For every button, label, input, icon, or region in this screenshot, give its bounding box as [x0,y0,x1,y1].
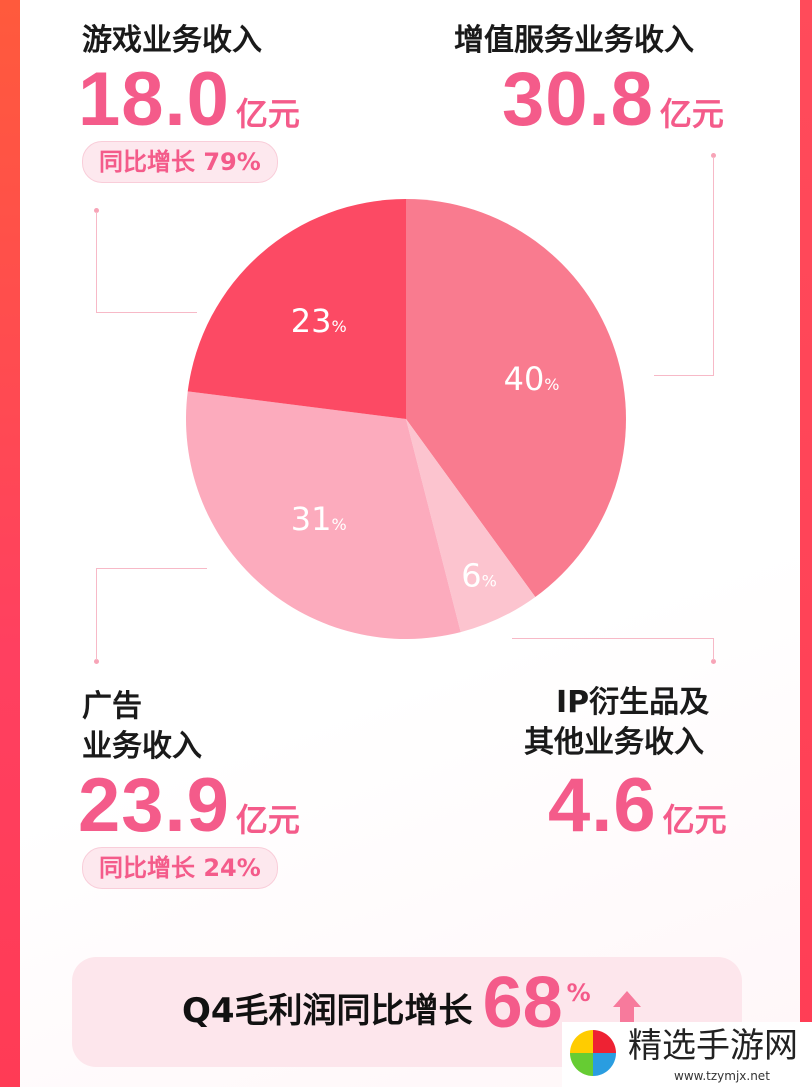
leader-line-vas [654,157,714,376]
ads-unit: 亿元 [235,802,300,838]
gross-profit-pct-sign: % [566,979,591,1007]
watermark-url: www.tzymjx.net [674,1069,770,1083]
pie-slice-label-3: 23% [291,302,347,340]
ads-yoy-badge: 同比增长 24% [82,847,278,889]
pie-slice-label-1: 6% [461,556,497,594]
ads-label-1: 广告 [82,689,142,724]
game-yoy-badge: 同比增长 79% [82,141,278,183]
vas-value-num: 30.8 [502,57,654,142]
ip-label-1: IP衍生品及 [556,685,710,720]
watermark: 精选手游网 www.tzymjx.net [562,1022,812,1087]
game-label: 游戏业务收入 [82,23,262,58]
pie-slice-label-2: 31% [291,500,347,538]
ip-value-num: 4.6 [548,763,657,848]
ads-value-num: 23.9 [78,763,230,848]
gross-profit-text: Q4毛利润同比增长 [182,991,473,1031]
game-unit: 亿元 [235,96,300,132]
ip-unit: 亿元 [662,802,727,838]
leader-dot-vas [711,153,716,158]
vas-label: 增值服务业务收入 [454,23,694,58]
vas-value: 30.8 亿元 [502,60,724,161]
leader-dot-game [94,208,99,213]
left-border [0,0,20,1087]
pie-slice-label-0: 40% [504,360,560,398]
gross-profit-banner: Q4毛利润同比增长 68 % [72,957,742,1067]
watermark-name: 精选手游网 [628,1026,798,1066]
leader-dot-ads [94,659,99,664]
ip-value: 4.6 亿元 [548,766,727,867]
gross-profit-value: 68 [482,963,563,1043]
vas-unit: 亿元 [659,96,724,132]
gross-profit-row: Q4毛利润同比增长 68 % [182,957,641,1039]
leader-line-ads [96,568,207,660]
pie-slice-2 [186,391,461,639]
ads-label-2: 业务收入 [82,729,202,764]
leader-dot-ip [711,659,716,664]
pie-slice-0 [406,199,626,597]
leader-line-game [96,212,197,313]
ads-value: 23.9 亿元 [78,766,300,867]
game-value: 18.0 亿元 [78,60,300,161]
arrow-up-icon-head [612,991,641,1007]
leader-line-ip [512,638,714,660]
pie-slice-3 [187,199,406,419]
game-value-num: 18.0 [78,57,230,142]
watermark-logo-icon [570,1030,616,1076]
ip-label-2: 其他业务收入 [524,725,704,760]
right-border [800,0,812,1087]
pie-slice-1 [406,419,536,633]
